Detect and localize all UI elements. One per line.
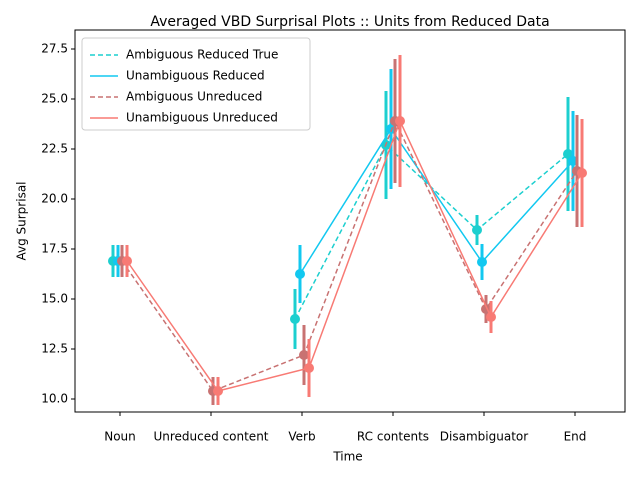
legend-label: Unambiguous Reduced xyxy=(126,69,265,83)
y-tick-label: 25.0 xyxy=(41,92,68,106)
y-tick-label: 22.5 xyxy=(41,142,68,156)
legend-box xyxy=(81,37,311,131)
x-tick-label: End xyxy=(564,430,587,444)
x-tick-label: Unreduced content xyxy=(153,430,268,444)
point xyxy=(122,256,132,266)
y-tick-label: 17.5 xyxy=(41,242,68,256)
legend-label: Unambiguous Unreduced xyxy=(126,111,278,125)
point xyxy=(472,225,482,235)
y-tick-label: 15.0 xyxy=(41,292,68,306)
x-tick-label: RC contents xyxy=(357,430,429,444)
x-axis-label: Time xyxy=(332,450,362,464)
series-line xyxy=(121,119,578,392)
y-axis-label: Avg Surprisal xyxy=(15,181,29,260)
y-tick-label: 27.5 xyxy=(41,42,68,56)
legend-label: Ambiguous Reduced True xyxy=(126,48,278,62)
point xyxy=(304,363,314,373)
y-tick-label: 10.0 xyxy=(41,392,68,406)
point xyxy=(577,168,587,178)
point xyxy=(290,314,300,324)
x-tick-label: Verb xyxy=(288,430,315,444)
y-tick-label: 20.0 xyxy=(41,192,68,206)
point xyxy=(299,350,309,360)
legend-label: Ambiguous Unreduced xyxy=(126,90,262,104)
point xyxy=(295,269,305,279)
point xyxy=(477,257,487,267)
series-line xyxy=(126,119,583,392)
plot-frame xyxy=(74,29,626,413)
series-line xyxy=(299,127,574,275)
x-tick-label: Noun xyxy=(104,430,136,444)
x-tick-label: Disambiguator xyxy=(440,430,528,444)
point xyxy=(563,149,573,159)
y-tick-label: 12.5 xyxy=(41,342,68,356)
point xyxy=(395,116,405,126)
point xyxy=(213,386,223,396)
point xyxy=(486,312,496,322)
chart-title: Averaged VBD Surprisal Plots :: Units fr… xyxy=(150,14,549,30)
